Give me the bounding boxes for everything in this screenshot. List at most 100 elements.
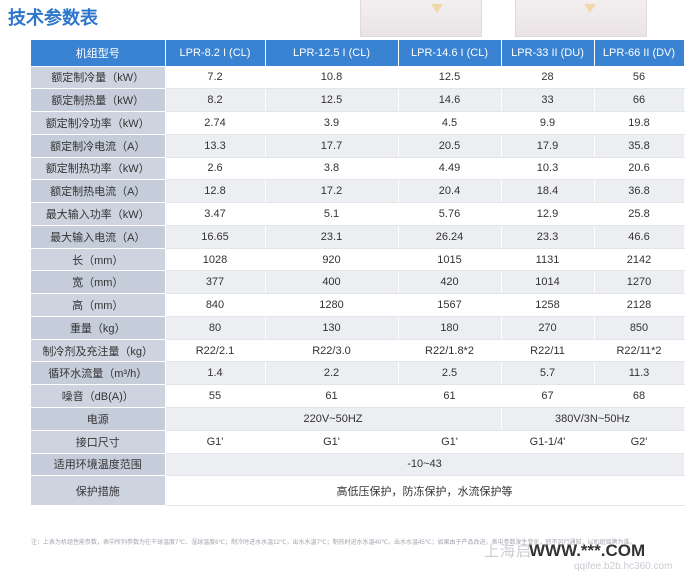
table-cell: R22/11 (501, 339, 595, 363)
table-cell: 2.74 (165, 111, 266, 135)
table-row: 额定制热量（kW） 8.2 12.5 14.6 33 66 (31, 88, 685, 113)
table-cell: 16.65 (165, 225, 266, 249)
table-cell: 55 (165, 384, 266, 408)
table-cell: 2.6 (165, 157, 266, 181)
table-row-temp: 适用环境温度范围 -10~43 (31, 453, 685, 477)
table-cell: 25.8 (594, 202, 685, 226)
table-cell: G1' (265, 430, 399, 454)
table-cell: 10.3 (501, 157, 595, 181)
header-col: LPR-12.5 I (CL) (265, 40, 399, 67)
table-cell: 68 (594, 384, 685, 408)
header-col: LPR-8.2 I (CL) (165, 40, 266, 67)
table-row: 宽（mm） 377 400 420 1014 1270 (31, 270, 685, 295)
table-cell: 14.6 (398, 88, 502, 113)
row-label: 最大输入电流（A） (31, 225, 166, 249)
row-label: 噪音（dB(A)） (31, 384, 166, 408)
table-cell: 2.5 (398, 361, 502, 386)
table-cell: G1-1/4' (501, 430, 595, 454)
table-cell: 3.47 (165, 202, 266, 226)
table-row: 长（mm） 1028 920 1015 1131 2142 (31, 248, 685, 272)
table-cell: 46.6 (594, 225, 685, 249)
table-cell: 11.3 (594, 361, 685, 386)
table-cell: 1014 (501, 270, 595, 295)
warning-triangle-icon (431, 4, 443, 13)
table-cell: 20.6 (594, 157, 685, 181)
footnote: 注：上表为机组性能参数，表中所列参数为在干球温度7℃、湿球温度6℃；制冷时进水水… (31, 540, 636, 546)
table-cell: 5.76 (398, 202, 502, 226)
header-col: LPR-33 II (DU) (501, 40, 595, 67)
table-cell: 1567 (398, 293, 502, 317)
table-cell: 270 (501, 316, 595, 340)
row-label: 重量（kg） (31, 316, 166, 340)
table-cell: 61 (265, 384, 399, 408)
table-cell: 23.1 (265, 225, 399, 249)
table-cell: 5.7 (501, 361, 595, 386)
table-row: 最大输入功率（kW） 3.47 5.1 5.76 12.9 25.8 (31, 202, 685, 226)
table-cell: 17.7 (265, 134, 399, 158)
table-cell: 377 (165, 270, 266, 295)
table-cell: 36.8 (594, 179, 685, 204)
table-cell: 1270 (594, 270, 685, 295)
header-model: 机组型号 (31, 40, 166, 67)
table-cell: 1258 (501, 293, 595, 317)
table-cell: 840 (165, 293, 266, 317)
row-label: 保护措施 (31, 475, 166, 507)
product-image-thumbnail (360, 0, 482, 37)
table-cell: G1' (165, 430, 266, 454)
table-row: 噪音（dB(A)） 55 61 61 67 68 (31, 384, 685, 408)
watermark-company: 上海启 (484, 543, 533, 560)
header-col: LPR-66 II (DV) (594, 40, 685, 67)
product-image-thumbnail (515, 0, 647, 37)
watermark-url: qqifee.b2b.hc360.com (574, 561, 673, 572)
table-row: 额定制热电流（A） 12.8 17.2 20.4 18.4 36.8 (31, 179, 685, 204)
watermark-site: WWW.***.COM (529, 541, 646, 560)
table-cell: 1280 (265, 293, 399, 317)
table-cell: R22/2.1 (165, 339, 266, 363)
table-cell: 17.9 (501, 134, 595, 158)
header-col: LPR-14.6 I (CL) (398, 40, 502, 67)
table-cell: 19.8 (594, 111, 685, 135)
table-cell: 9.9 (501, 111, 595, 135)
table-cell: 2142 (594, 248, 685, 272)
table-cell: 2.2 (265, 361, 399, 386)
row-label: 循环水流量（m³/h） (31, 361, 166, 386)
table-cell: 420 (398, 270, 502, 295)
table-cell: 28 (501, 66, 595, 90)
spec-table: 机组型号 LPR-8.2 I (CL) LPR-12.5 I (CL) LPR-… (31, 40, 685, 507)
row-label: 额定制冷功率（kW） (31, 111, 166, 135)
table-cell: 180 (398, 316, 502, 340)
row-label: 宽（mm） (31, 270, 166, 295)
table-cell: 4.49 (398, 157, 502, 181)
table-row: 高（mm） 840 1280 1567 1258 2128 (31, 293, 685, 317)
row-label: 最大输入功率（kW） (31, 202, 166, 226)
table-cell: 2128 (594, 293, 685, 317)
table-cell: 4.5 (398, 111, 502, 135)
table-cell: 12.8 (165, 179, 266, 204)
page-title: 技术参数表 (8, 8, 98, 28)
table-cell: 61 (398, 384, 502, 408)
table-cell: 13.3 (165, 134, 266, 158)
table-cell: 35.8 (594, 134, 685, 158)
table-row: 循环水流量（m³/h） 1.4 2.2 2.5 5.7 11.3 (31, 361, 685, 386)
table-cell: 1131 (501, 248, 595, 272)
table-cell: 20.4 (398, 179, 502, 204)
table-cell: 33 (501, 88, 595, 113)
warning-triangle-icon (584, 4, 596, 13)
table-cell: 17.2 (265, 179, 399, 204)
row-label: 长（mm） (31, 248, 166, 272)
row-label: 制冷剂及充注量（kg） (31, 339, 166, 363)
row-label: 额定制冷电流（A） (31, 134, 166, 158)
table-cell: R22/3.0 (265, 339, 399, 363)
table-cell: 高低压保护，防冻保护，水流保护等 (165, 475, 685, 507)
table-cell: 3.9 (265, 111, 399, 135)
table-cell: -10~43 (165, 453, 685, 477)
table-cell: 20.5 (398, 134, 502, 158)
table-cell: 12.9 (501, 202, 595, 226)
row-label: 接口尺寸 (31, 430, 166, 454)
table-cell: 12.5 (398, 66, 502, 90)
table-row: 重量（kg） 80 130 180 270 850 (31, 316, 685, 340)
table-cell: 1028 (165, 248, 266, 272)
table-cell: 18.4 (501, 179, 595, 204)
table-cell: R22/1.8*2 (398, 339, 502, 363)
table-cell: 1015 (398, 248, 502, 272)
